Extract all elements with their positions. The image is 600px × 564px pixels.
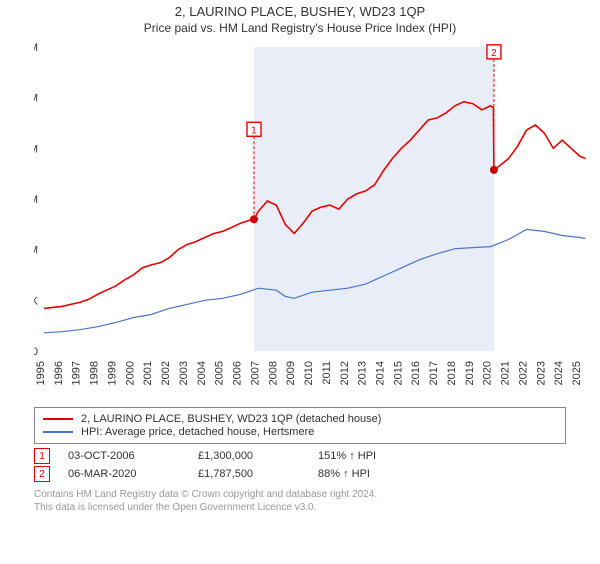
- legend-label-property: 2, LAURINO PLACE, BUSHEY, WD23 1QP (deta…: [81, 413, 381, 425]
- sale-marker-2: 2: [34, 466, 50, 482]
- y-tick-label: £0: [34, 346, 38, 358]
- sale-price: £1,787,500: [198, 468, 318, 480]
- x-tick-label: 2015: [392, 361, 404, 385]
- x-tick-label: 1999: [106, 361, 118, 385]
- x-tick-label: 2006: [232, 361, 244, 385]
- marker-dot: [490, 166, 498, 174]
- sale-date: 06-MAR-2020: [68, 468, 198, 480]
- marker-label: 1: [251, 125, 257, 136]
- x-tick-label: 2020: [482, 361, 494, 385]
- footer: Contains HM Land Registry data © Crown c…: [34, 488, 566, 514]
- x-tick-label: 2017: [428, 361, 440, 385]
- y-tick-label: £2M: [34, 143, 38, 155]
- legend-swatch-hpi: [43, 431, 73, 433]
- x-tick-label: 2022: [517, 361, 529, 385]
- page-subtitle: Price paid vs. HM Land Registry's House …: [0, 21, 600, 35]
- legend: 2, LAURINO PLACE, BUSHEY, WD23 1QP (deta…: [34, 407, 566, 444]
- x-tick-label: 2025: [571, 361, 583, 385]
- sale-marker-1: 1: [34, 448, 50, 464]
- x-tick-label: 2013: [357, 361, 369, 385]
- y-tick-label: £1.5M: [34, 194, 38, 206]
- x-tick-label: 2004: [196, 361, 208, 385]
- legend-swatch-property: [43, 418, 73, 420]
- footer-line-2: This data is licensed under the Open Gov…: [34, 501, 566, 514]
- marker-label: 2: [491, 48, 497, 59]
- x-tick-label: 1998: [89, 361, 101, 385]
- x-tick-label: 2002: [160, 361, 172, 385]
- x-tick-label: 2005: [214, 361, 226, 385]
- x-tick-label: 1997: [71, 361, 83, 385]
- x-tick-label: 1995: [35, 361, 47, 385]
- x-tick-label: 2000: [124, 361, 136, 385]
- y-tick-label: £2.5M: [34, 93, 38, 105]
- chart-container: 2, LAURINO PLACE, BUSHEY, WD23 1QP Price…: [0, 4, 600, 564]
- x-tick-label: 2014: [375, 361, 387, 385]
- x-tick-label: 2010: [303, 361, 315, 385]
- legend-row: HPI: Average price, detached house, Hert…: [43, 426, 557, 438]
- x-tick-label: 2016: [410, 361, 422, 385]
- sale-price: £1,300,000: [198, 450, 318, 462]
- y-tick-label: £1M: [34, 245, 38, 257]
- x-tick-label: 2012: [339, 361, 351, 385]
- x-tick-label: 2003: [178, 361, 190, 385]
- x-tick-label: 2007: [249, 361, 261, 385]
- x-tick-label: 2021: [500, 361, 512, 385]
- sale-date: 03-OCT-2006: [68, 450, 198, 462]
- x-tick-label: 2008: [267, 361, 279, 385]
- sale-row: 2 06-MAR-2020 £1,787,500 88% ↑ HPI: [34, 466, 566, 482]
- marker-dot: [250, 215, 258, 223]
- sale-row: 1 03-OCT-2006 £1,300,000 151% ↑ HPI: [34, 448, 566, 464]
- x-tick-label: 2023: [535, 361, 547, 385]
- x-tick-label: 2018: [446, 361, 458, 385]
- legend-row: 2, LAURINO PLACE, BUSHEY, WD23 1QP (deta…: [43, 413, 557, 425]
- x-tick-label: 2009: [285, 361, 297, 385]
- page-title: 2, LAURINO PLACE, BUSHEY, WD23 1QP: [0, 4, 600, 19]
- y-tick-label: £3M: [34, 42, 38, 54]
- x-tick-label: 1996: [53, 361, 65, 385]
- x-tick-label: 2024: [553, 361, 565, 385]
- x-tick-label: 2019: [464, 361, 476, 385]
- sale-pct: 88% ↑ HPI: [318, 468, 418, 480]
- x-tick-label: 2011: [321, 361, 333, 385]
- footer-line-1: Contains HM Land Registry data © Crown c…: [34, 488, 566, 501]
- y-tick-label: £500K: [34, 295, 39, 307]
- x-tick-label: 2001: [142, 361, 154, 385]
- sale-pct: 151% ↑ HPI: [318, 450, 418, 462]
- chart-area: £0 £500K £1M £1.5M £2M £2.5M £3M 1995 1996 1997 19…: [34, 41, 594, 401]
- legend-label-hpi: HPI: Average price, detached house, Hert…: [81, 426, 314, 438]
- price-chart: £0 £500K £1M £1.5M £2M £2.5M £3M 1995 1996 1997 19…: [34, 41, 594, 401]
